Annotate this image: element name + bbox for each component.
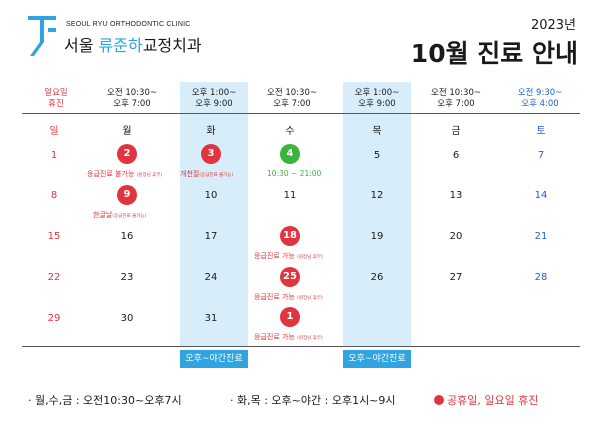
note-small: (원장님 휴무) [297, 336, 323, 341]
legend-mon-wed-fri: · 월,수,금 : 오전10:30~오후7시 [28, 394, 182, 407]
date-cell: 25 [280, 267, 300, 287]
hours-line: 오전 10:30~ [107, 88, 157, 98]
date-cell: 19 [370, 231, 384, 242]
clinic-name-prefix: 서울 [64, 36, 99, 55]
day-wednesday: 수 [285, 126, 295, 137]
clinic-english-name: SEOUL RYU ORTHODONTIC CLINIC [66, 21, 191, 28]
date-cell: 20 [449, 231, 463, 242]
clinic-name-suffix: 교정치과 [142, 36, 202, 55]
note-small: (응급진료 불가능) [112, 214, 147, 219]
date-cell: 12 [370, 190, 384, 201]
note-text: 응급진료 가능 [254, 252, 295, 260]
tuesday-evening-column [180, 82, 248, 346]
clinic-korean-name: 서울 류준하교정치과 [64, 32, 202, 56]
year-label: 2023년 [530, 18, 576, 33]
evening-label-tuesday: 오후~야간진료 [180, 350, 248, 368]
date-cell: 23 [120, 272, 134, 283]
clinic-name-highlight: 류준하 [98, 36, 143, 55]
note-text: 응급진료 불가능 [87, 170, 135, 178]
hours-line: 오후 7:00 [437, 99, 475, 109]
divider-top [22, 113, 580, 114]
date-cell: 3 [201, 144, 221, 164]
page-title: 10월 진료 안내 [410, 39, 578, 68]
evening-label-thursday: 오후~야간진료 [343, 350, 411, 368]
day-thursday: 목 [372, 126, 382, 137]
date-cell: 5 [373, 150, 381, 161]
clinic-logo-icon [28, 16, 56, 56]
hours-monday: 오전 10:30~ 오후 7:00 [98, 88, 166, 110]
date-cell: 6 [452, 150, 460, 161]
date-cell: 10 [204, 190, 218, 201]
date-note: 한글날(응급진료 불가능) [93, 210, 146, 220]
hours-line: 휴진 [48, 99, 64, 109]
day-monday: 월 [122, 126, 132, 137]
day-tuesday: 화 [206, 126, 216, 137]
date-note: 응급진료 가능 (원장님 휴무) [254, 332, 323, 342]
date-cell: 27 [449, 272, 463, 283]
date-cell: 7 [537, 150, 545, 161]
date-note: 10:30 ~ 21:00 [267, 169, 322, 178]
legend-holiday-text: 공휴일, 일요일 휴진 [447, 394, 539, 407]
hours-line: 일요일 [44, 88, 68, 98]
hours-line: 오후 9:00 [358, 99, 396, 109]
date-cell: 9 [117, 185, 137, 205]
hours-line: 오전 9:30~ [517, 88, 563, 98]
date-cell: 22 [47, 272, 61, 283]
legend-tue-thu: · 화,목 : 오후~야간 : 오후1시~9시 [230, 394, 396, 407]
note-small: (응급진료 불가능) [199, 173, 234, 178]
note-text: 응급진료 가능 [254, 293, 295, 301]
date-cell: 8 [50, 190, 58, 201]
date-cell: 16 [120, 231, 134, 242]
date-cell: 4 [280, 144, 300, 164]
date-cell: 1 [280, 307, 300, 327]
date-cell: 18 [280, 226, 300, 246]
hours-thursday: 오후 1:00~ 오후 9:00 [343, 88, 411, 110]
red-dot-icon [434, 395, 444, 405]
note-text: 한글날 [93, 211, 113, 219]
date-cell: 2 [117, 144, 137, 164]
date-cell: 24 [204, 272, 218, 283]
date-note: 응급진료 불가능 (원장님 휴무) [87, 169, 162, 179]
hours-line: 오후 1:00~ [191, 88, 237, 98]
hours-line: 오전 10:30~ [431, 88, 481, 98]
date-cell: 21 [534, 231, 548, 242]
thursday-evening-column [343, 82, 411, 346]
note-small: (원장님 휴무) [136, 173, 163, 178]
date-note: 개천절(응급진료 불가능) [180, 169, 233, 179]
note-small: (원장님 휴무) [297, 255, 323, 260]
hours-saturday: 오전 9:30~ 오후 4:00 [505, 88, 575, 110]
hours-wednesday: 오전 10:30~ 오후 7:00 [258, 88, 326, 110]
date-cell: 17 [204, 231, 218, 242]
date-cell: 26 [370, 272, 384, 283]
hours-friday: 오전 10:30~ 오후 7:00 [422, 88, 490, 110]
date-cell: 1 [50, 150, 58, 161]
hours-sunday: 일요일 휴진 [22, 88, 90, 110]
date-cell: 31 [204, 313, 218, 324]
date-cell: 14 [534, 190, 548, 201]
hours-line: 오전 10:30~ [267, 88, 317, 98]
hours-line: 오후 7:00 [113, 99, 151, 109]
day-saturday: 토 [536, 126, 546, 137]
legend-holiday: 공휴일, 일요일 휴진 [434, 392, 538, 408]
date-cell: 28 [534, 272, 548, 283]
divider-bottom [22, 346, 580, 347]
hours-line: 오후 9:00 [195, 99, 233, 109]
date-cell: 11 [283, 190, 297, 201]
date-note: 응급진료 가능 (원장님 휴무) [254, 251, 323, 261]
note-text: 응급진료 가능 [254, 333, 295, 341]
date-note: 응급진료 가능 (원장님 휴무) [254, 292, 323, 302]
hours-line: 오후 4:00 [521, 99, 559, 109]
date-cell: 15 [47, 231, 61, 242]
date-cell: 29 [47, 313, 61, 324]
day-sunday: 일 [49, 126, 59, 137]
date-cell: 30 [120, 313, 134, 324]
note-small: (원장님 휴무) [297, 296, 323, 301]
hours-line: 오후 1:00~ [354, 88, 400, 98]
hours-tuesday: 오후 1:00~ 오후 9:00 [180, 88, 248, 110]
note-text: 개천절 [180, 170, 200, 178]
date-cell: 13 [449, 190, 463, 201]
hours-line: 오후 7:00 [273, 99, 311, 109]
day-friday: 금 [451, 126, 461, 137]
